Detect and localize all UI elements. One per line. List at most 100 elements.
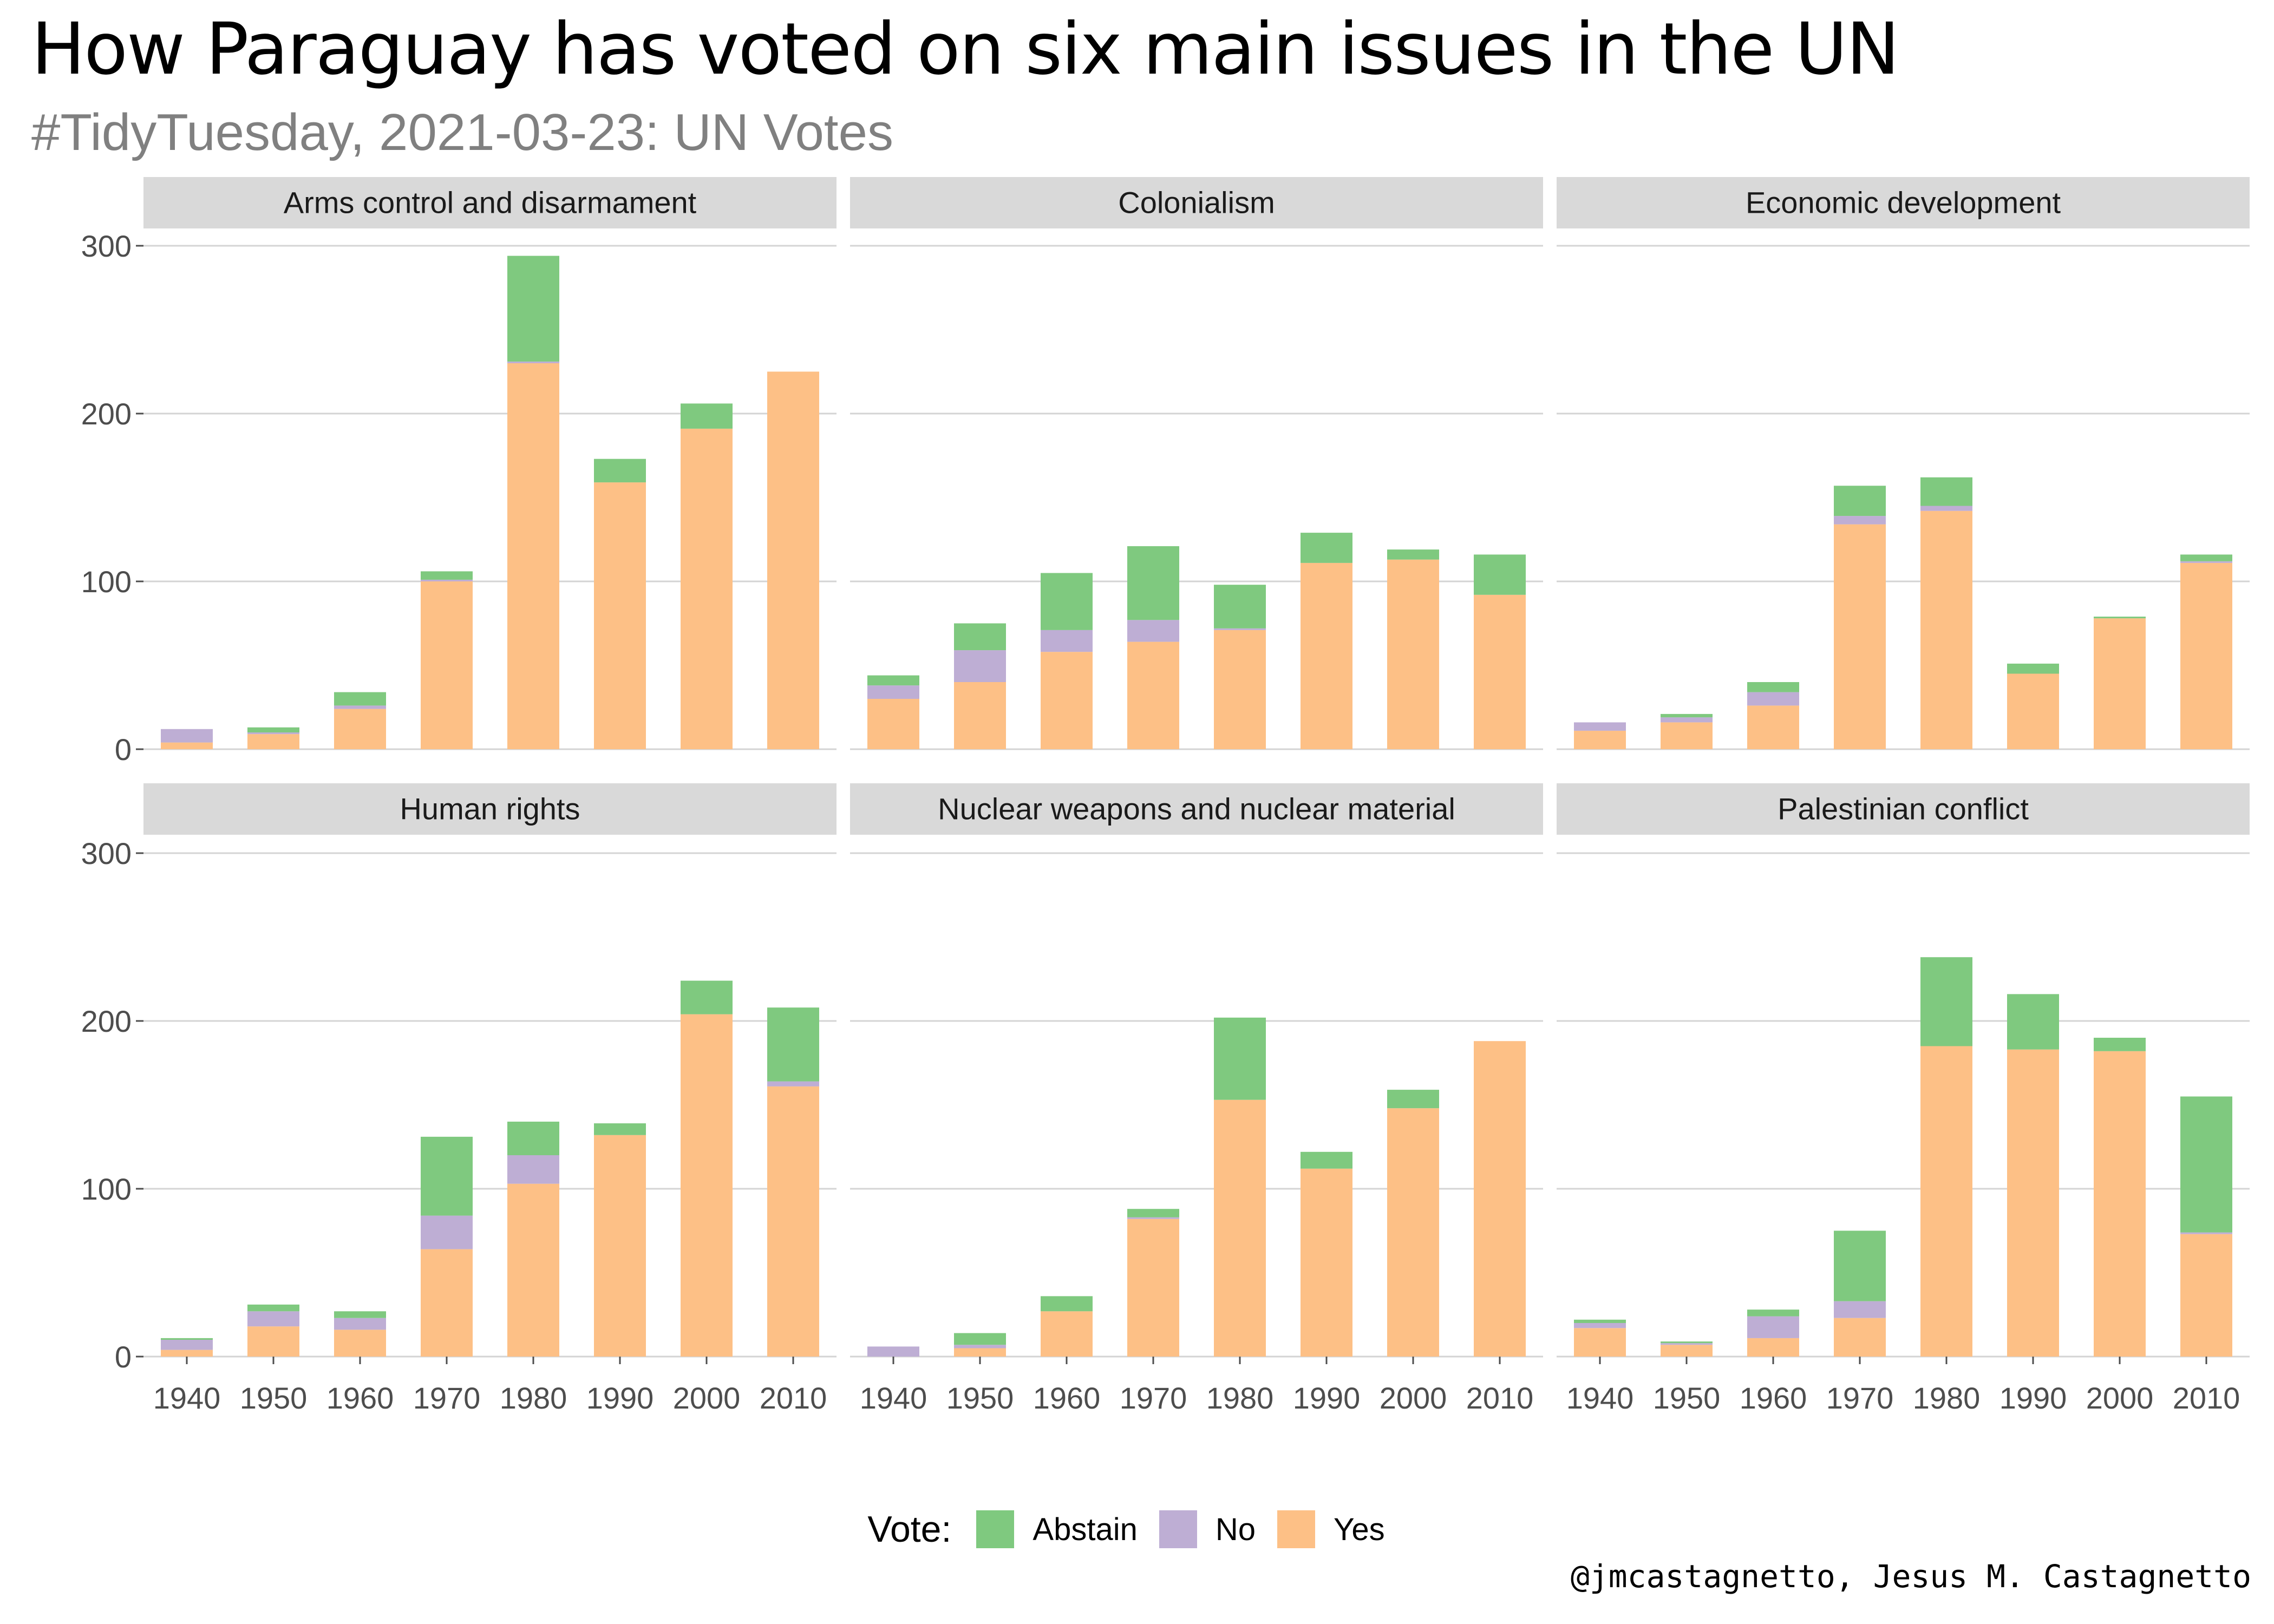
legend-item-yes: Yes (1277, 1510, 1385, 1548)
facet-strip (143, 783, 837, 835)
bar-abstain-1940 (867, 675, 919, 686)
legend-item-no: No (1159, 1510, 1256, 1548)
x-tick-label: 1980 (1206, 1381, 1274, 1415)
bar-abstain-1960 (334, 692, 386, 706)
bar-abstain-1950 (1661, 1341, 1713, 1344)
legend-swatch-abstain (976, 1510, 1015, 1548)
facet-title: Arms control and disarmament (284, 186, 697, 220)
bar-abstain-1960 (1041, 1296, 1093, 1312)
bar-abstain-1980 (507, 256, 559, 362)
bar-yes-1970 (1834, 1318, 1886, 1357)
bar-abstain-1990 (594, 1123, 646, 1135)
legend-label-yes: Yes (1334, 1511, 1385, 1547)
bar-abstain-1970 (1127, 1209, 1179, 1217)
legend-swatch-yes (1277, 1510, 1316, 1548)
bar-no-1950 (954, 650, 1006, 682)
bar-yes-1960 (334, 709, 386, 749)
bar-abstain-2000 (2094, 1038, 2146, 1051)
bar-yes-2000 (1387, 559, 1439, 749)
chart-title: How Paraguay has voted on six main issue… (31, 8, 1900, 91)
bar-abstain-1940 (1574, 1319, 1626, 1323)
legend-label-abstain: Abstain (1033, 1511, 1138, 1547)
bar-abstain-1990 (594, 459, 646, 483)
bar-yes-1980 (1214, 1099, 1266, 1357)
bar-abstain-1980 (1214, 585, 1266, 628)
legend: Vote: Abstain No Yes (0, 1499, 2274, 1559)
bar-no-1980 (1214, 628, 1266, 630)
x-tick-label: 2000 (673, 1381, 741, 1415)
facet-strip (850, 177, 1543, 228)
bar-abstain-2000 (1387, 1090, 1439, 1109)
bar-no-1960 (1747, 692, 1799, 706)
x-tick-label: 2010 (1466, 1381, 1534, 1415)
bar-abstain-2000 (1387, 549, 1439, 560)
legend-item-abstain: Abstain (976, 1510, 1138, 1548)
bar-no-1940 (867, 685, 919, 699)
bar-abstain-1950 (247, 1304, 299, 1312)
bar-yes-1990 (594, 1135, 646, 1357)
bar-abstain-1980 (1920, 477, 1972, 506)
x-tick-label: 1990 (1293, 1381, 1361, 1415)
bar-yes-2010 (2180, 562, 2232, 749)
x-tick-label: 1940 (860, 1381, 927, 1415)
x-tick-label: 2000 (2086, 1381, 2154, 1415)
bar-no-1960 (1041, 630, 1093, 652)
bar-abstain-1970 (1834, 486, 1886, 516)
bar-no-1950 (954, 1345, 1006, 1348)
bar-yes-1950 (1661, 722, 1713, 749)
bar-no-1970 (1127, 620, 1179, 642)
bar-yes-2000 (681, 428, 733, 749)
facet-arms-control-and-disarmament: Arms control and disarmament 0 100 200 300 (81, 177, 837, 767)
facet-strip (1557, 783, 2250, 835)
bar-yes-2010 (1474, 1041, 1526, 1357)
bar-abstain-1970 (1127, 546, 1179, 620)
y-tick-label: 0 (115, 1340, 132, 1374)
bar-yes-1980 (1920, 510, 1972, 749)
bar-abstain-1990 (2007, 994, 2059, 1050)
bar-no-2010 (2180, 561, 2232, 563)
y-tick-label: 300 (81, 229, 132, 263)
bar-abstain-1980 (507, 1122, 559, 1155)
bar-abstain-1960 (1041, 573, 1093, 630)
bar-abstain-1960 (334, 1311, 386, 1318)
y-tick-label: 200 (81, 1004, 132, 1038)
facet-title: Human rights (400, 792, 580, 826)
bar-yes-1960 (1747, 705, 1799, 749)
bar-yes-1990 (594, 482, 646, 749)
bar-no-1960 (334, 705, 386, 709)
x-tick-label: 1940 (153, 1381, 221, 1415)
bar-yes-2000 (681, 1014, 733, 1357)
bar-no-1940 (1574, 1323, 1626, 1328)
bar-abstain-2000 (2094, 617, 2146, 619)
bar-abstain-1970 (421, 571, 473, 580)
bar-yes-1970 (1127, 641, 1179, 749)
bar-yes-1940 (161, 742, 213, 749)
bar-abstain-1940 (161, 1338, 213, 1340)
bar-yes-1980 (1920, 1046, 1972, 1357)
bar-yes-2010 (767, 1086, 819, 1357)
bar-abstain-2000 (681, 403, 733, 429)
bar-yes-1940 (1574, 1328, 1626, 1357)
caption: @jmcastagnetto, Jesus M. Castagnetto (1570, 1558, 2251, 1595)
facet-economic-development: Economic development (1557, 177, 2250, 750)
bar-yes-1990 (2007, 1049, 2059, 1357)
bar-yes-1950 (954, 682, 1006, 749)
bar-yes-2000 (1387, 1108, 1439, 1357)
bar-abstain-1980 (1920, 957, 1972, 1046)
x-tick-label: 2000 (1380, 1381, 1447, 1415)
legend-label-no: No (1215, 1511, 1256, 1547)
bar-no-1940 (161, 1340, 213, 1350)
x-tick-label: 1940 (1566, 1381, 1634, 1415)
bar-no-1970 (421, 1215, 473, 1249)
facet-palestinian-conflict: Palestinian conflict 1940 1950 1960 1970 1980… (1557, 783, 2250, 1415)
facet-title: Palestinian conflict (1778, 792, 2029, 826)
x-tick-label: 1990 (586, 1381, 654, 1415)
bar-yes-2010 (767, 371, 819, 749)
x-tick-label: 1970 (1826, 1381, 1894, 1415)
bar-abstain-1950 (1661, 713, 1713, 718)
x-tick-label: 2010 (760, 1381, 827, 1415)
bar-yes-1990 (1301, 1168, 1352, 1357)
y-tick-label: 300 (81, 836, 132, 870)
bar-yes-2000 (2094, 618, 2146, 749)
